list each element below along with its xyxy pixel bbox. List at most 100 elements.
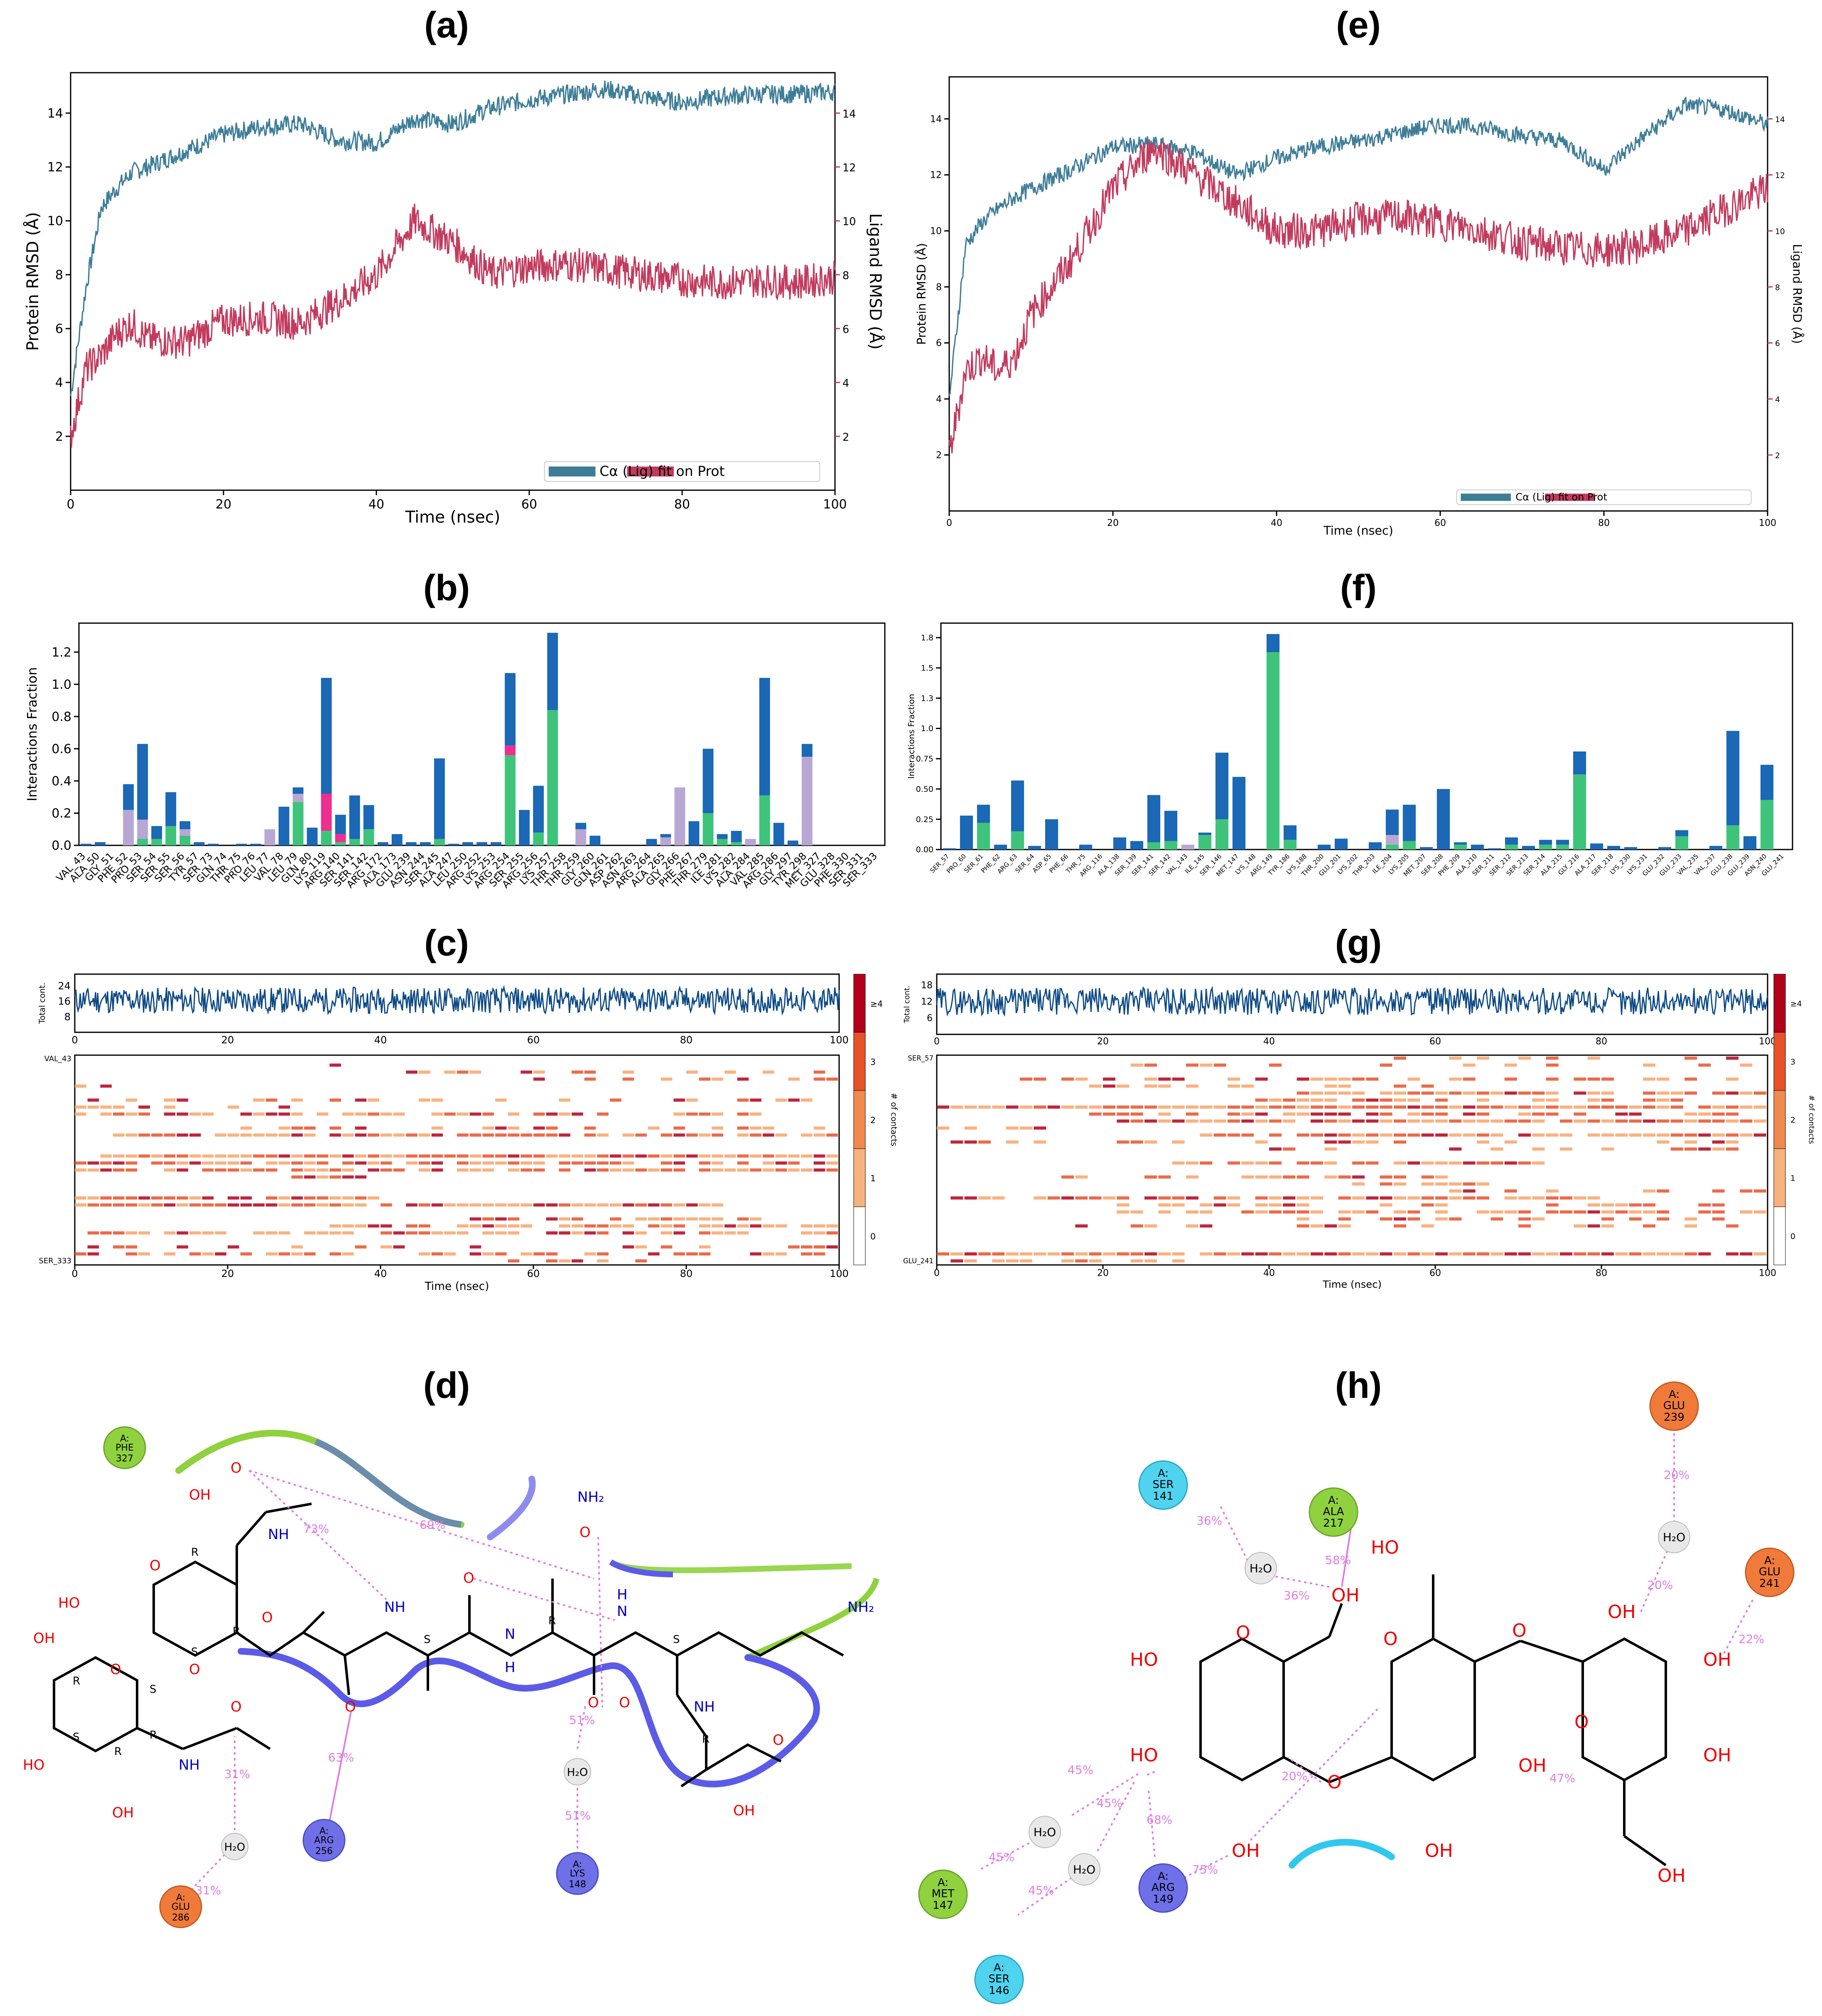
- heatmap-cell: [1574, 1252, 1586, 1256]
- top-y-tick-label: 18: [921, 980, 933, 991]
- heatmap-cell: [482, 1168, 494, 1172]
- heatmap-cell: [597, 1259, 609, 1263]
- legend-swatch-ca: [1461, 494, 1511, 501]
- total-contacts-line: [936, 985, 1768, 1017]
- bar-segment-water-bridges: [1709, 846, 1723, 850]
- heatmap-cell: [648, 1126, 660, 1130]
- heatmap-cell: [113, 1133, 125, 1137]
- bar-segment-h-bonds: [759, 795, 770, 845]
- heatmap-cell: [1629, 1210, 1642, 1214]
- heatmap-cell: [801, 1224, 813, 1228]
- heatmap-cell: [189, 1161, 201, 1165]
- heatmap-cell: [1435, 1196, 1448, 1200]
- heatmap-cell: [1407, 1119, 1420, 1123]
- heatmap-cell: [419, 1098, 430, 1102]
- heatmap-cell: [813, 1071, 825, 1074]
- heatmap-cell: [1491, 1091, 1503, 1095]
- heatmap-cell: [597, 1112, 609, 1116]
- heatmap-cell: [469, 1071, 481, 1074]
- atom-oh: OH: [112, 1805, 134, 1821]
- bar-segment-water-bridges: [547, 633, 558, 710]
- heatmap-cell: [266, 1168, 277, 1172]
- pct-label: 45%: [1068, 1763, 1093, 1777]
- heatmap-cell: [1213, 1105, 1226, 1109]
- heatmap-cell: [469, 1217, 481, 1221]
- heatmap-cell: [1435, 1182, 1448, 1186]
- heatmap-cell: [495, 1161, 507, 1165]
- heatmap-cell: [1449, 1119, 1462, 1123]
- heatmap-cell: [482, 1126, 494, 1130]
- y-tick-label: 0.50: [916, 785, 933, 794]
- bar-segment-hydrophobic: [575, 829, 587, 845]
- heatmap-cell: [393, 1112, 405, 1116]
- svg-text:A:: A:: [938, 1876, 948, 1889]
- heatmap-cell: [521, 1168, 532, 1172]
- heatmap-cell: [253, 1203, 265, 1207]
- heatmap-cell: [1380, 1175, 1392, 1179]
- y-tick-label: 4: [55, 376, 63, 390]
- y-axis-label: Interactions Fraction: [25, 667, 40, 801]
- pct-label: 45%: [989, 1850, 1014, 1864]
- heatmap-cell: [1006, 1252, 1019, 1256]
- heatmap-cell: [291, 1098, 303, 1102]
- heatmap-cell: [1587, 1196, 1600, 1200]
- top-y-axis-label: Total cont.: [903, 985, 911, 1024]
- heatmap-cell: [1726, 1077, 1739, 1081]
- x-tick-label: 60: [527, 1268, 540, 1279]
- y-tick-label: 10: [930, 226, 942, 237]
- heatmap-cell: [1698, 1252, 1711, 1256]
- heatmap-cell: [508, 1154, 520, 1158]
- heatmap-cell: [1103, 1084, 1115, 1088]
- x-tick-label: 80: [680, 1268, 693, 1279]
- heatmap-cell: [278, 1105, 290, 1109]
- heatmap-cell: [1297, 1224, 1309, 1228]
- residue-node: A: PHE 327: [103, 1426, 146, 1469]
- heatmap-cell: [801, 1231, 813, 1235]
- heatmap-cell: [1463, 1077, 1476, 1081]
- heatmap-cell: [1698, 1112, 1711, 1116]
- heatmap-cell: [253, 1168, 265, 1172]
- heatmap-cell: [635, 1133, 647, 1137]
- heatmap-cell: [584, 1252, 596, 1256]
- heatmap-cell: [1311, 1196, 1323, 1200]
- heatmap-cell: [533, 1126, 545, 1130]
- heatmap-cell: [712, 1224, 723, 1228]
- heatmap-cell: [559, 1161, 570, 1165]
- y-right-tick-label: 12: [842, 162, 856, 174]
- heatmap-cell: [813, 1224, 825, 1228]
- heatmap-cell: [1186, 1105, 1198, 1109]
- heatmap-cell: [1712, 1217, 1725, 1221]
- heatmap-cell: [699, 1112, 711, 1116]
- heatmap-cell: [75, 1252, 86, 1256]
- heatmap-cell: [1684, 1140, 1697, 1144]
- heatmap-cell: [610, 1161, 621, 1165]
- heatmap-cell: [1200, 1252, 1213, 1256]
- heatmap-cell: [164, 1252, 176, 1256]
- heatmap-cell: [1518, 1119, 1531, 1123]
- heatmap-cell: [1352, 1140, 1365, 1144]
- heatmap-cell: [1601, 1224, 1614, 1228]
- heatmap-cell: [444, 1071, 456, 1074]
- heatmap-cell: [508, 1231, 520, 1235]
- heatmap-cell: [1144, 1077, 1157, 1081]
- heatmap-frame: [74, 1054, 840, 1266]
- heatmap-cell: [1560, 1210, 1572, 1214]
- heatmap-cell: [1228, 1196, 1240, 1200]
- heatmap-cell: [1324, 1133, 1337, 1137]
- svg-text:PHE: PHE: [115, 1443, 134, 1453]
- heatmap-cell: [1117, 1196, 1130, 1200]
- heatmap-cell: [100, 1084, 112, 1088]
- svg-text:H₂O: H₂O: [224, 1841, 245, 1854]
- heatmap-cell: [1491, 1119, 1503, 1123]
- heatmap-cell: [1172, 1196, 1185, 1200]
- heatmap-cell: [1587, 1105, 1600, 1109]
- heatmap-cell: [1241, 1133, 1254, 1137]
- heatmap-cell: [291, 1154, 303, 1158]
- heatmap-cell: [1158, 1196, 1171, 1200]
- heatmap-cell: [1421, 1161, 1434, 1165]
- heatmap-cell: [801, 1154, 813, 1158]
- heatmap-cell: [1297, 1098, 1309, 1102]
- heatmap-cell: [1449, 1056, 1462, 1060]
- heatmap-cell: [125, 1203, 138, 1207]
